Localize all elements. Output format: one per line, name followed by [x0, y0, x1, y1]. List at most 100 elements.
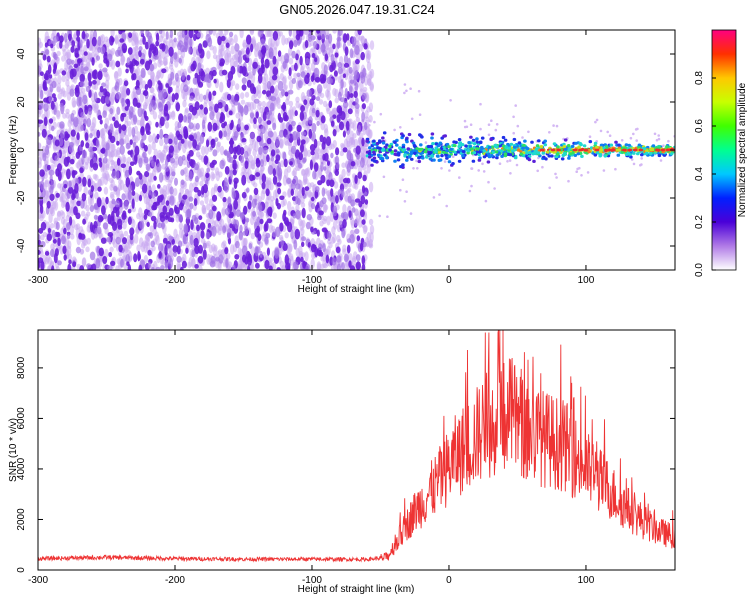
- noise-speck: [163, 38, 168, 44]
- signal-blob: [609, 143, 614, 147]
- noise-blob: [177, 156, 184, 167]
- noise-blob: [228, 145, 234, 155]
- signal-blob: [486, 160, 491, 164]
- noise-blob: [219, 58, 225, 65]
- noise-blob: [318, 243, 323, 251]
- noise-blob: [321, 187, 326, 197]
- scatter-speck: [576, 167, 579, 171]
- noise-blob: [295, 209, 301, 220]
- noise-blob: [71, 59, 75, 65]
- noise-blob: [316, 84, 323, 94]
- noise-blob: [275, 149, 280, 154]
- noise-blob: [63, 156, 70, 167]
- noise-speck: [355, 32, 360, 43]
- noise-blob: [169, 30, 174, 39]
- signal-blob: [431, 142, 435, 146]
- noise-speck: [123, 230, 129, 237]
- scatter-speck: [498, 162, 502, 165]
- noise-blob: [140, 67, 146, 79]
- scatter-speck: [490, 119, 493, 122]
- noise-blob: [163, 134, 169, 145]
- noise-blob: [180, 179, 185, 185]
- signal-blob: [447, 160, 452, 164]
- noise-speck: [341, 162, 346, 168]
- noise-blob: [354, 70, 359, 80]
- noise-blob: [317, 180, 323, 186]
- noise-blob: [336, 39, 341, 49]
- noise-blob: [190, 219, 194, 231]
- noise-speck: [124, 115, 129, 123]
- noise-speck: [277, 103, 282, 109]
- noise-blob: [178, 57, 182, 64]
- noise-blob: [89, 158, 94, 168]
- noise-blob: [63, 183, 68, 189]
- noise-blob: [335, 147, 340, 156]
- noise-blob: [136, 88, 142, 96]
- noise-speck: [369, 40, 375, 50]
- noise-blob: [181, 154, 186, 161]
- noise-blob: [144, 115, 149, 121]
- signal-blob: [662, 153, 667, 157]
- noise-blob: [101, 205, 106, 216]
- noise-blob: [293, 261, 299, 270]
- noise-blob: [92, 162, 99, 171]
- noise-blob: [336, 162, 340, 170]
- noise-blob: [211, 205, 217, 212]
- noise-speck: [310, 62, 316, 72]
- noise-blob: [203, 76, 207, 83]
- noise-speck: [288, 47, 293, 56]
- noise-speck: [316, 140, 321, 146]
- signal-blob: [501, 144, 506, 148]
- noise-speck: [282, 198, 287, 206]
- noise-blob: [304, 51, 311, 61]
- noise-blob: [39, 71, 44, 76]
- noise-speck: [316, 237, 321, 245]
- noise-speck: [270, 78, 275, 86]
- noise-speck: [85, 246, 90, 253]
- noise-speck: [363, 141, 368, 148]
- noise-speck: [184, 139, 189, 150]
- noise-speck: [233, 60, 238, 68]
- noise-blob: [355, 58, 360, 65]
- noise-speck: [101, 133, 106, 141]
- noise-blob: [129, 161, 135, 166]
- noise-speck: [265, 30, 270, 38]
- noise-blob: [72, 261, 77, 268]
- noise-blob: [178, 213, 183, 223]
- noise-blob: [150, 215, 157, 222]
- noise-blob: [91, 36, 97, 47]
- noise-speck: [234, 49, 239, 60]
- noise-speck: [257, 102, 262, 110]
- noise-blob: [68, 141, 74, 148]
- noise-blob: [64, 133, 70, 139]
- noise-blob: [342, 147, 348, 153]
- noise-speck: [359, 81, 364, 93]
- noise-blob: [154, 55, 159, 60]
- noise-blob: [261, 173, 267, 184]
- noise-blob: [100, 237, 107, 244]
- signal-blob: [383, 153, 387, 157]
- noise-speck: [159, 138, 164, 147]
- noise-blob: [266, 154, 270, 163]
- noise-blob: [265, 232, 271, 239]
- noise-blob: [260, 125, 266, 135]
- noise-speck: [244, 91, 250, 98]
- noise-blob: [66, 168, 71, 180]
- noise-blob: [180, 266, 184, 270]
- signal-blob: [530, 140, 534, 144]
- noise-blob: [208, 209, 214, 220]
- noise-blob: [139, 58, 145, 65]
- signal-blob: [644, 151, 649, 155]
- noise-blob: [354, 228, 360, 235]
- noise-blob: [45, 144, 50, 156]
- noise-speck: [301, 118, 307, 128]
- noise-speck: [53, 200, 59, 211]
- noise-blob: [147, 261, 151, 269]
- noise-blob: [257, 202, 262, 211]
- noise-blob: [123, 80, 129, 87]
- noise-blob: [188, 149, 194, 157]
- noise-blob: [276, 182, 282, 187]
- noise-blob: [300, 131, 307, 136]
- scatter-speck: [386, 215, 389, 218]
- noise-blob: [354, 97, 359, 105]
